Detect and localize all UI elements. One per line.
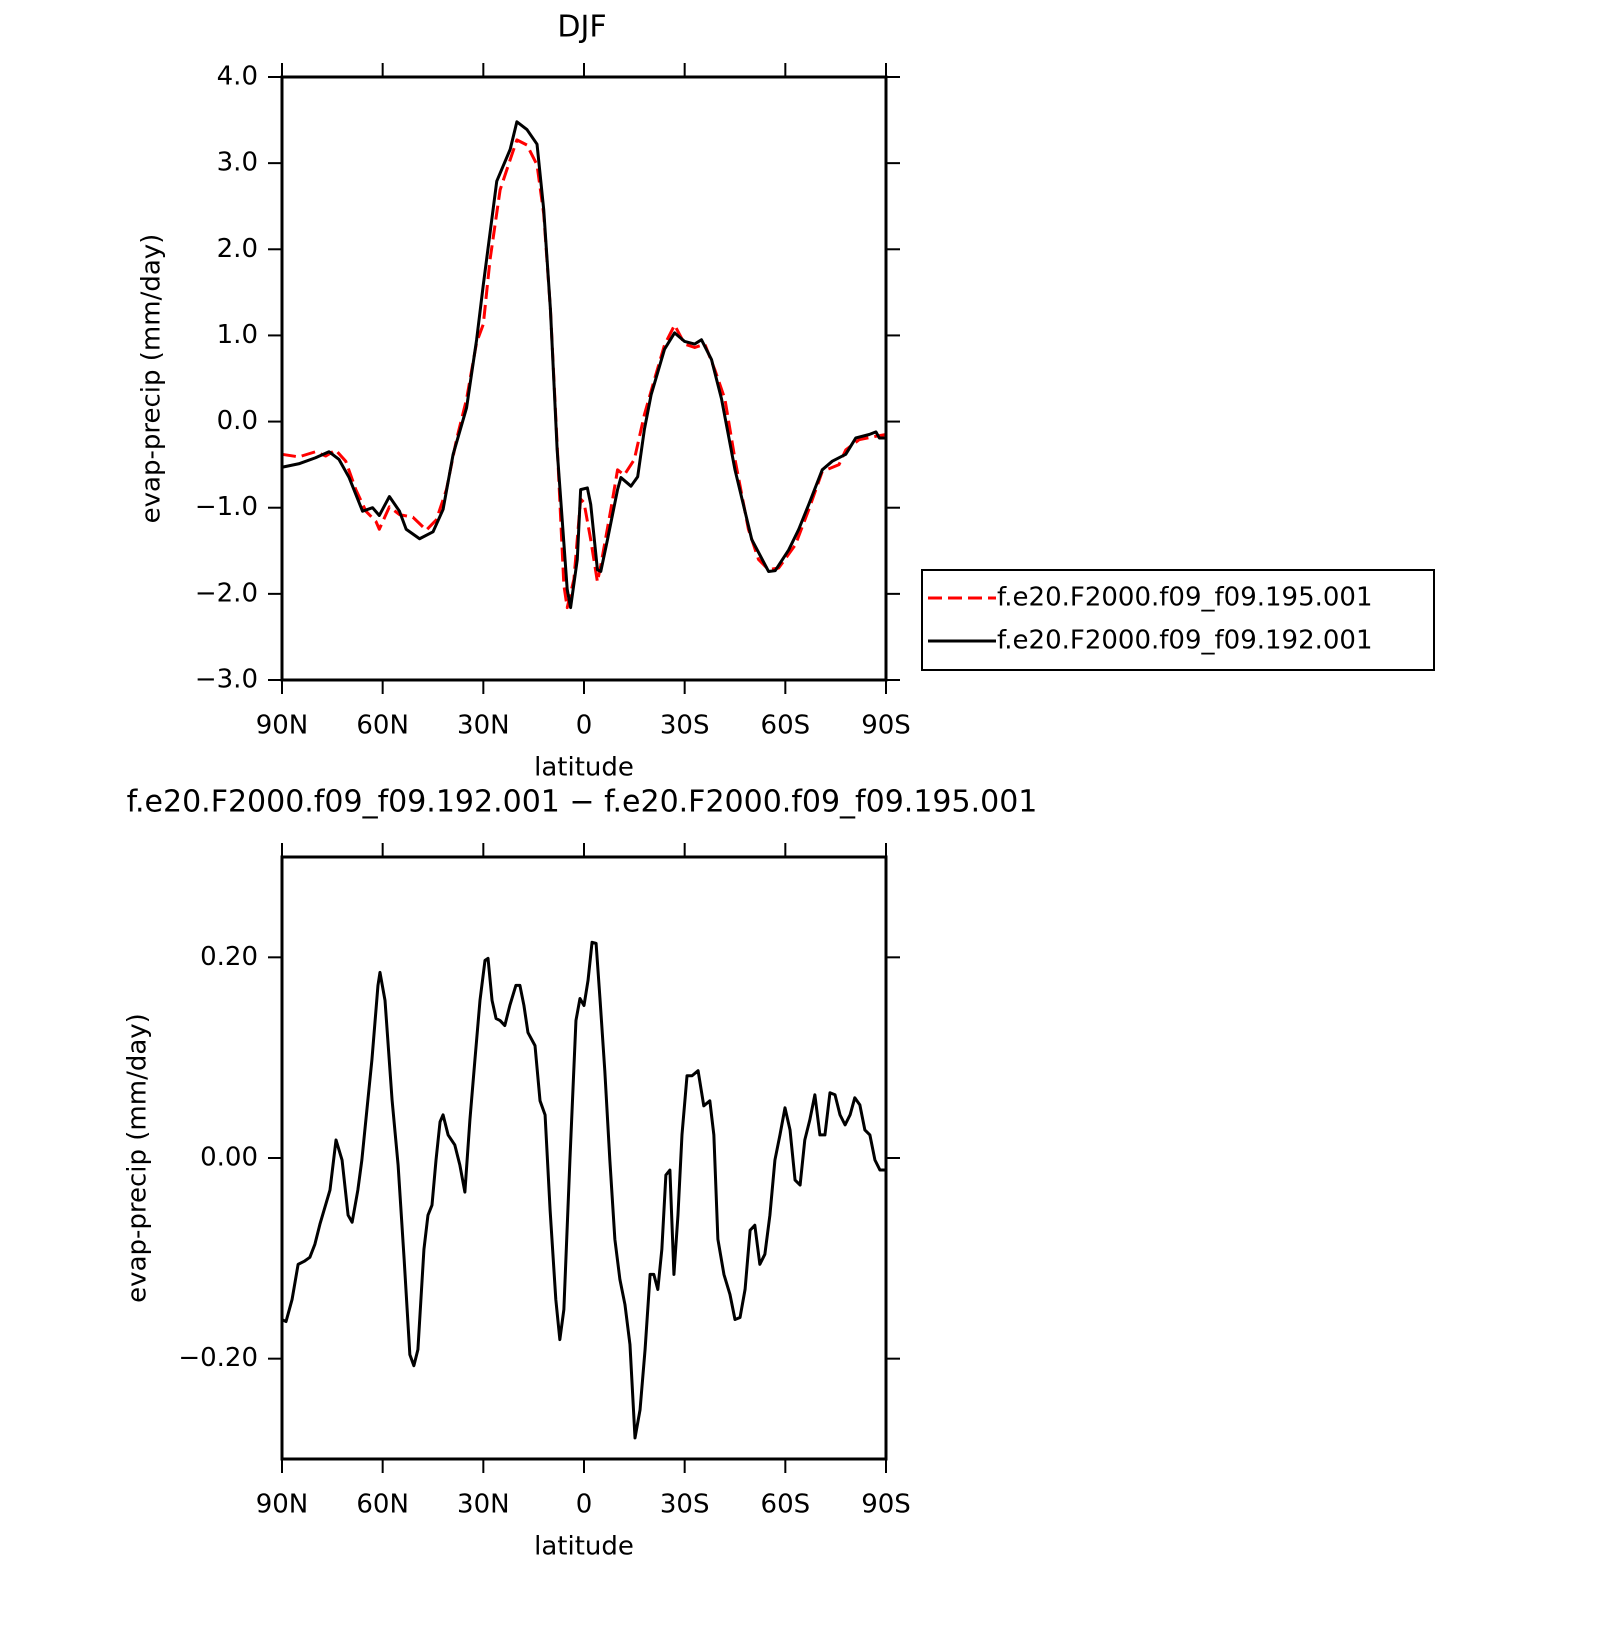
x-tick-label: 0 xyxy=(576,1490,593,1520)
x-tick-label: 30N xyxy=(457,711,510,741)
y-tick-label: 2.0 xyxy=(217,234,258,264)
x-tick-label: 30N xyxy=(457,1490,510,1520)
plot-frame xyxy=(280,855,888,1461)
y-axis-label: evap-precip (mm/day) xyxy=(137,234,167,524)
x-tick-label: 60S xyxy=(761,1490,811,1520)
x-tick-label: 60S xyxy=(761,711,811,741)
x-tick-label: 60N xyxy=(356,711,409,741)
y-tick-label: 3.0 xyxy=(217,148,258,178)
x-tick-label: 90S xyxy=(861,711,911,741)
legend-box xyxy=(921,569,1435,671)
y-tick-label: 0.0 xyxy=(217,406,258,436)
chart-title: DJF xyxy=(557,10,606,45)
x-axis-label: latitude xyxy=(534,753,634,783)
legend-label: f.e20.F2000.f09_f09.195.001 xyxy=(997,583,1373,613)
x-tick-label: 30S xyxy=(660,711,710,741)
y-tick-label: −1.0 xyxy=(195,492,258,522)
y-axis-label: evap-precip (mm/day) xyxy=(123,1013,153,1303)
y-tick-label: −3.0 xyxy=(195,665,258,695)
legend-label: f.e20.F2000.f09_f09.192.001 xyxy=(997,626,1373,656)
y-tick-label: 1.0 xyxy=(217,320,258,350)
y-tick-label: 0.00 xyxy=(200,1143,258,1173)
series-line xyxy=(281,120,886,610)
chart-title: f.e20.F2000.f09_f09.192.001 − f.e20.F200… xyxy=(127,785,1038,820)
x-tick-label: 0 xyxy=(576,711,593,741)
y-tick-label: −0.20 xyxy=(178,1343,258,1373)
x-tick-label: 30S xyxy=(660,1490,710,1520)
y-tick-label: 0.20 xyxy=(200,942,258,972)
x-tick-label: 90N xyxy=(256,1490,309,1520)
x-tick-label: 90S xyxy=(861,1490,911,1520)
series-line xyxy=(281,940,886,1440)
x-tick-label: 90N xyxy=(256,711,309,741)
plot-frame xyxy=(280,75,888,682)
x-tick-label: 60N xyxy=(356,1490,409,1520)
y-tick-label: −2.0 xyxy=(195,578,258,608)
x-axis-label: latitude xyxy=(534,1532,634,1562)
y-tick-label: 4.0 xyxy=(217,62,258,92)
